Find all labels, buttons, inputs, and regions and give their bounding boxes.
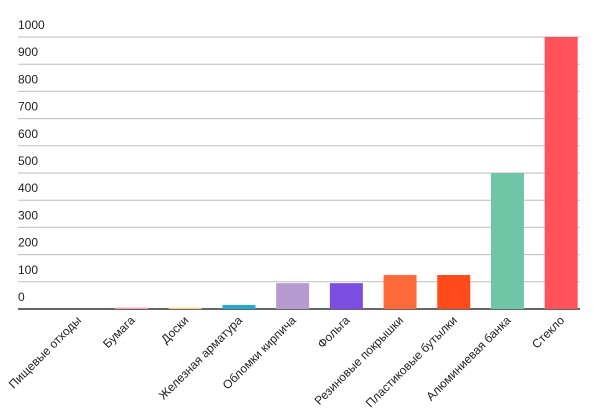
x-tick-label: Резиновые покрышки [312,313,407,408]
y-tick-label: 100 [18,263,38,277]
y-tick-label: 500 [18,154,38,168]
bar [544,37,578,309]
bar [490,173,524,309]
bar [437,275,471,309]
x-tick-label: Стекло [529,313,567,351]
y-tick-label: 800 [18,72,38,86]
bar [276,283,310,309]
y-tick-label: 900 [18,45,38,59]
y-tick-label: 200 [18,236,38,250]
y-tick-label: 700 [18,100,38,114]
y-tick-label: 400 [18,181,38,195]
bar [115,307,149,309]
bar [383,275,417,309]
y-tick-label: 300 [18,208,38,222]
x-tick-label: Пищевые отходы [6,313,84,391]
y-tick-label: 1000 [18,18,45,32]
x-tick-label: Фольга [315,313,353,351]
y-tick-label: 600 [18,127,38,141]
bar [222,304,256,309]
bar [168,307,202,309]
x-tick-label: Доски [158,313,191,346]
x-tick-label: Пластиковые бутылки [363,313,460,410]
x-tick-label: Бумага [100,313,138,351]
y-tick-label: 0 [18,290,25,304]
bar [329,283,363,309]
